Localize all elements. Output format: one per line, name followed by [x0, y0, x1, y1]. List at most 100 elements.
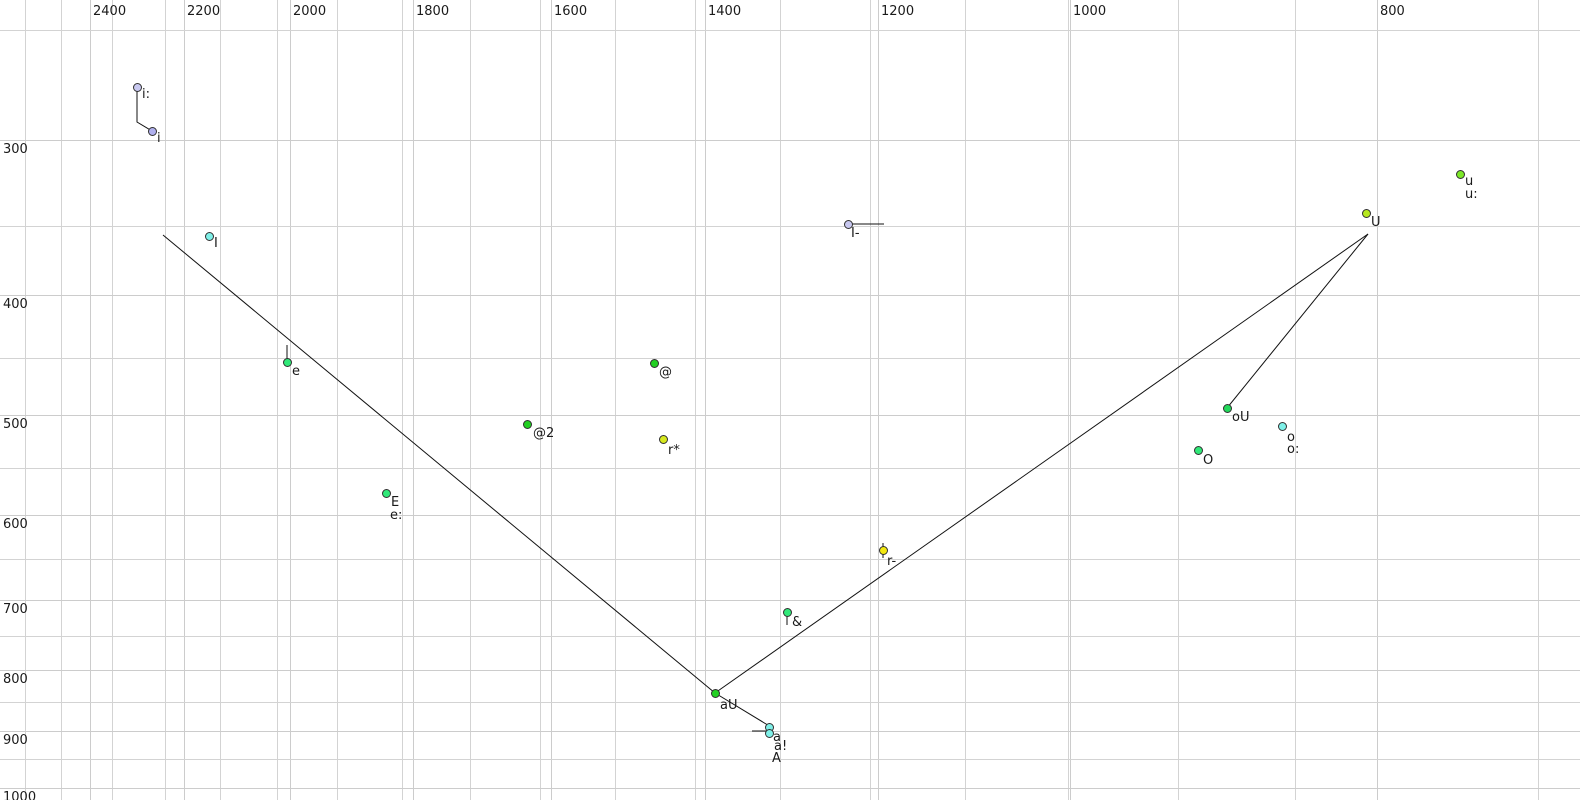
data-point-marker[interactable]: [204, 231, 214, 241]
gridline-vertical: [25, 0, 26, 800]
gridline-vertical-major: [290, 0, 291, 800]
data-point-label: i:: [142, 87, 150, 102]
gridline-horizontal-major: [0, 295, 1580, 296]
gridline-horizontal-major: [0, 140, 1580, 141]
gridline-vertical-major: [705, 0, 706, 800]
gridline-vertical-major: [184, 0, 185, 800]
data-point-marker[interactable]: [1455, 169, 1465, 179]
x-axis-tick-label: 1800: [416, 4, 450, 19]
y-axis-tick-label: 800: [3, 672, 28, 687]
gridline-vertical-major: [90, 0, 91, 800]
data-point-label: I: [214, 236, 218, 251]
data-point-marker[interactable]: [132, 82, 142, 92]
y-axis-tick-label: 600: [3, 517, 28, 532]
gridline-vertical: [220, 0, 221, 800]
gridline-vertical: [615, 0, 616, 800]
data-point-marker[interactable]: [658, 434, 668, 444]
data-point-marker[interactable]: [1277, 421, 1287, 431]
trajectory-line: [162, 234, 716, 694]
gridline-vertical-major: [551, 0, 552, 800]
y-axis-tick-label: 500: [3, 417, 28, 432]
x-axis-tick-label: 1000: [1073, 4, 1107, 19]
data-point-marker[interactable]: [782, 607, 792, 617]
trajectory-line: [714, 233, 1369, 694]
data-point-label: I-: [851, 226, 860, 241]
gridline-horizontal: [0, 759, 1580, 760]
data-point-marker[interactable]: [522, 419, 532, 429]
gridline-vertical: [402, 0, 403, 800]
y-axis-tick-label: 700: [3, 602, 28, 617]
data-point-marker[interactable]: [1193, 445, 1203, 455]
gridline-horizontal: [0, 468, 1580, 469]
gridline-horizontal-major: [0, 600, 1580, 601]
gridline-vertical-major: [1070, 0, 1071, 800]
data-point-label: e:: [390, 508, 403, 523]
gridline-horizontal-major: [0, 731, 1580, 732]
data-point-label: u:: [1465, 187, 1478, 202]
gridline-horizontal-major: [0, 415, 1580, 416]
gridline-vertical: [1178, 0, 1179, 800]
data-point-label: a: [773, 730, 781, 745]
data-point-label: o: [1287, 430, 1295, 445]
data-point-marker[interactable]: [878, 545, 888, 555]
data-point-label: U: [1371, 215, 1381, 230]
gridline-vertical: [695, 0, 696, 800]
data-point-label: i: [157, 131, 161, 146]
gridline-horizontal: [0, 358, 1580, 359]
gridline-vertical: [277, 0, 278, 800]
data-point-marker[interactable]: [147, 126, 157, 136]
gridline-vertical-major: [1377, 0, 1378, 800]
data-point-label: E: [391, 495, 400, 510]
data-point-label: u: [1465, 174, 1474, 189]
data-point-label: oU: [1232, 410, 1250, 425]
data-point-marker[interactable]: [649, 358, 659, 368]
gridline-horizontal-major: [0, 670, 1580, 671]
data-point-label: r*: [668, 443, 680, 458]
gridline-horizontal: [0, 636, 1580, 637]
data-point-marker[interactable]: [764, 728, 774, 738]
x-axis-tick-label: 2200: [187, 4, 221, 19]
x-axis-tick-label: 1200: [881, 4, 915, 19]
trajectory-line: [1226, 233, 1369, 409]
data-point-label: &: [792, 615, 803, 630]
data-point-label: o:: [1287, 442, 1300, 457]
gridline-vertical: [1068, 0, 1069, 800]
gridline-vertical: [780, 0, 781, 800]
y-axis-tick-label: 400: [3, 297, 28, 312]
x-axis-tick-label: 1600: [554, 4, 588, 19]
gridline-horizontal: [0, 226, 1580, 227]
gridline-vertical: [1295, 0, 1296, 800]
data-point-label: e: [292, 364, 300, 379]
data-point-label: @: [659, 365, 672, 380]
data-point-marker[interactable]: [710, 688, 720, 698]
gridline-vertical: [540, 0, 541, 800]
data-point-marker[interactable]: [282, 357, 292, 367]
gridline-vertical: [165, 0, 166, 800]
data-point-marker[interactable]: [1222, 403, 1232, 413]
x-axis-tick-label: 2400: [93, 4, 127, 19]
x-axis-tick-label: 1400: [708, 4, 742, 19]
gridline-vertical: [337, 0, 338, 800]
data-point-marker[interactable]: [381, 488, 391, 498]
gridline-horizontal-major: [0, 788, 1580, 789]
data-point-marker[interactable]: [843, 219, 853, 229]
gridline-vertical: [470, 0, 471, 800]
gridline-vertical: [965, 0, 966, 800]
gridline-vertical: [112, 0, 113, 800]
gridline-horizontal: [0, 702, 1580, 703]
data-point-label: r-: [887, 554, 897, 569]
y-axis-tick-label: 300: [3, 142, 28, 157]
data-point-marker[interactable]: [1361, 208, 1371, 218]
x-axis-tick-label: 800: [1380, 4, 1405, 19]
gridline-horizontal-major: [0, 515, 1580, 516]
data-point-label: a!: [774, 739, 788, 754]
gridline-horizontal: [0, 30, 1580, 31]
data-point-label: @2: [533, 426, 555, 441]
data-point-label: A: [772, 751, 781, 766]
data-point-label: aU: [720, 698, 738, 713]
y-axis-tick-label: 1000: [3, 790, 37, 800]
gridline-vertical: [61, 0, 62, 800]
x-axis-tick-label: 2000: [293, 4, 327, 19]
